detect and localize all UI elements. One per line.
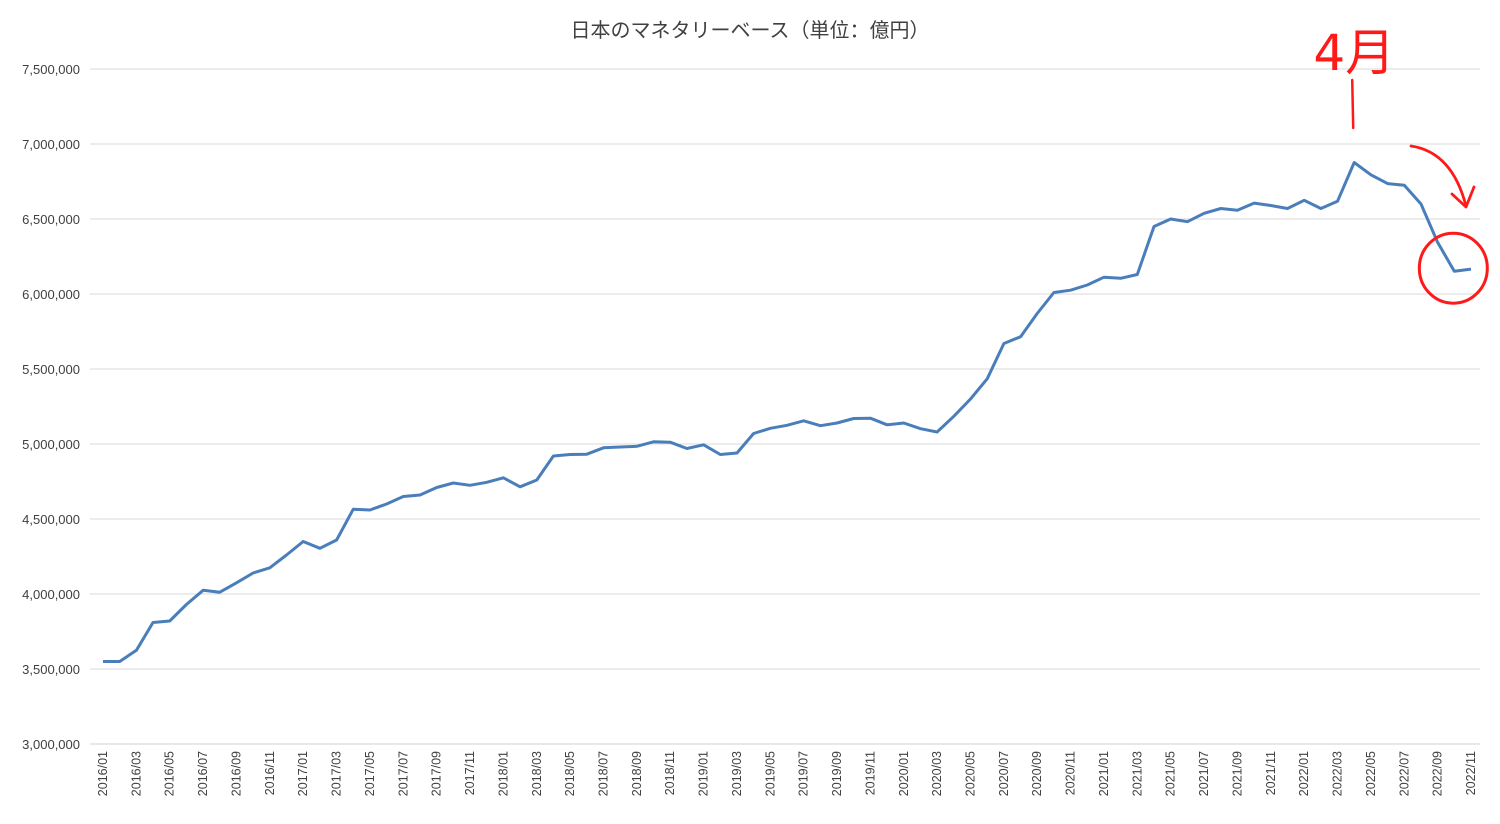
y-tick-label: 6,000,000 [22, 287, 80, 302]
x-tick-label: 2020/01 [897, 751, 911, 796]
y-tick-label: 5,500,000 [22, 362, 80, 377]
y-tick-label: 7,000,000 [22, 137, 80, 152]
x-tick-label: 2018/07 [596, 751, 610, 796]
x-tick-label: 2019/03 [730, 751, 744, 796]
gridlines [90, 68, 1480, 670]
x-tick-label: 2019/09 [830, 751, 844, 796]
x-tick-label: 2018/05 [563, 751, 577, 796]
chart-title: 日本のマネタリーベース（単位：億円） [571, 18, 930, 42]
x-tick-label: 2022/07 [1397, 751, 1411, 796]
x-tick-label: 2019/11 [863, 751, 877, 795]
y-tick-label: 3,000,000 [22, 737, 80, 752]
x-tick-label: 2022/11 [1464, 751, 1478, 795]
x-tick-label: 2017/01 [296, 751, 310, 796]
x-tick-label: 2020/11 [1064, 751, 1078, 795]
annotation-circle [1417, 231, 1489, 305]
x-tick-label: 2022/01 [1297, 751, 1311, 796]
x-tick-label: 2017/09 [430, 751, 444, 796]
x-tick-label: 2016/01 [96, 751, 110, 796]
hand-drawn-annotations: 4月 [1313, 24, 1489, 305]
x-tick-label: 2021/05 [1164, 751, 1178, 796]
x-tick-label: 2016/09 [229, 751, 243, 796]
y-tick-label: 3,500,000 [22, 662, 80, 677]
x-tick-label: 2021/07 [1197, 751, 1211, 796]
y-tick-label: 7,500,000 [22, 62, 80, 77]
x-tick-label: 2018/09 [630, 751, 644, 796]
x-tick-label: 2017/03 [330, 751, 344, 796]
x-tick-label: 2016/05 [163, 751, 177, 796]
x-tick-label: 2019/05 [763, 751, 777, 796]
series-line [103, 161, 1472, 663]
y-tick-label: 5,000,000 [22, 437, 80, 452]
x-tick-label: 2017/11 [463, 751, 477, 795]
y-axis-ticks: 3,000,000 3,500,000 4,000,000 4,500,000 5,00… [22, 62, 80, 752]
x-tick-label: 2018/11 [663, 751, 677, 795]
x-tick-label: 2022/09 [1431, 751, 1445, 796]
annotation-label: 4月 [1313, 24, 1395, 82]
x-tick-label: 2021/09 [1230, 751, 1244, 796]
x-tick-label: 2020/05 [964, 751, 978, 796]
x-tick-label: 2016/07 [196, 751, 210, 796]
annotation-tick-line [1350, 78, 1355, 130]
x-tick-label: 2019/07 [797, 751, 811, 796]
x-axis-ticks: 2016/01 2016/03 2016/05 2016/07 2016/09 2016/… [96, 751, 1478, 796]
x-tick-label: 2017/05 [363, 751, 377, 796]
x-tick-label: 2018/03 [530, 751, 544, 796]
x-tick-label: 2016/03 [129, 751, 143, 796]
x-tick-label: 2020/07 [997, 751, 1011, 796]
annotation-arrow-curve [1409, 144, 1468, 208]
y-tick-label: 6,500,000 [22, 212, 80, 227]
x-tick-label: 2016/11 [263, 751, 277, 795]
y-tick-label: 4,500,000 [22, 512, 80, 527]
annotation-arrow-head [1450, 185, 1476, 209]
x-tick-label: 2021/03 [1130, 751, 1144, 796]
x-tick-label: 2020/03 [930, 751, 944, 796]
y-tick-label: 4,000,000 [22, 587, 80, 602]
x-tick-label: 2017/07 [396, 751, 410, 796]
x-tick-label: 2019/01 [697, 751, 711, 796]
x-tick-label: 2020/09 [1030, 751, 1044, 796]
series-line-group [103, 161, 1472, 663]
x-tick-label: 2022/03 [1331, 751, 1345, 796]
x-tick-label: 2021/11 [1264, 751, 1278, 795]
x-tick-label: 2021/01 [1097, 751, 1111, 796]
x-tick-label: 2022/05 [1364, 751, 1378, 796]
x-tick-label: 2018/01 [496, 751, 510, 796]
